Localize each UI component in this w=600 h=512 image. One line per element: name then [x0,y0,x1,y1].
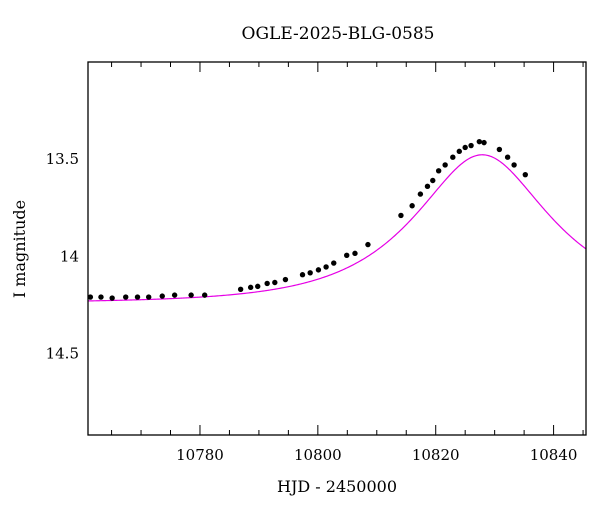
data-point [87,294,94,300]
plot-frame [87,61,587,436]
y-tick-label: 14 [60,247,79,265]
data-point [476,138,483,145]
data-point [98,294,104,300]
data-point [134,294,141,300]
y-tick-label: 13.5 [46,150,79,168]
data-point [146,294,152,300]
x-tick-label: 10800 [294,446,342,464]
data-point [481,139,487,146]
data-point [159,293,165,299]
data-point [109,295,115,301]
data-point [450,154,456,160]
data-point [201,292,208,298]
axis-ticks: 10780 10800 10820 10840 13.5 14 14.5 [46,62,584,464]
data-point [123,294,129,300]
x-tick-label: 10840 [530,446,578,464]
data-point [456,148,462,155]
data-point [435,168,442,174]
data-point [496,146,503,153]
data-point [331,260,337,266]
x-axis-label: HJD - 2450000 [277,477,397,496]
data-point [272,279,278,286]
data-point [504,154,511,160]
y-axis-label: I magnitude [10,200,29,298]
data-point [307,270,313,276]
data-point [299,272,306,278]
data-point [442,162,448,168]
x-tick-label: 10820 [412,446,460,464]
data-point [365,241,371,248]
data-point [247,284,254,291]
data-point [417,191,424,197]
data-point [315,267,322,273]
data-point [409,203,415,209]
data-point [511,162,517,168]
data-point [462,144,468,151]
plot-area [87,138,586,302]
data-point [264,280,270,287]
x-tick-label: 10780 [176,446,224,464]
data-point [282,276,289,283]
data-point [237,286,244,292]
data-point [352,250,358,257]
model-curve [88,154,586,302]
data-point [171,292,178,298]
data-point [398,212,404,219]
data-point [344,252,350,258]
data-point [522,171,528,178]
data-point [430,177,436,184]
data-point [323,264,329,270]
chart-title: OGLE-2025-BLG-0585 [242,24,435,44]
data-point [468,142,474,149]
y-tick-label: 14.5 [46,344,79,362]
data-point [424,183,431,190]
data-point [255,283,261,290]
data-point [188,292,194,298]
